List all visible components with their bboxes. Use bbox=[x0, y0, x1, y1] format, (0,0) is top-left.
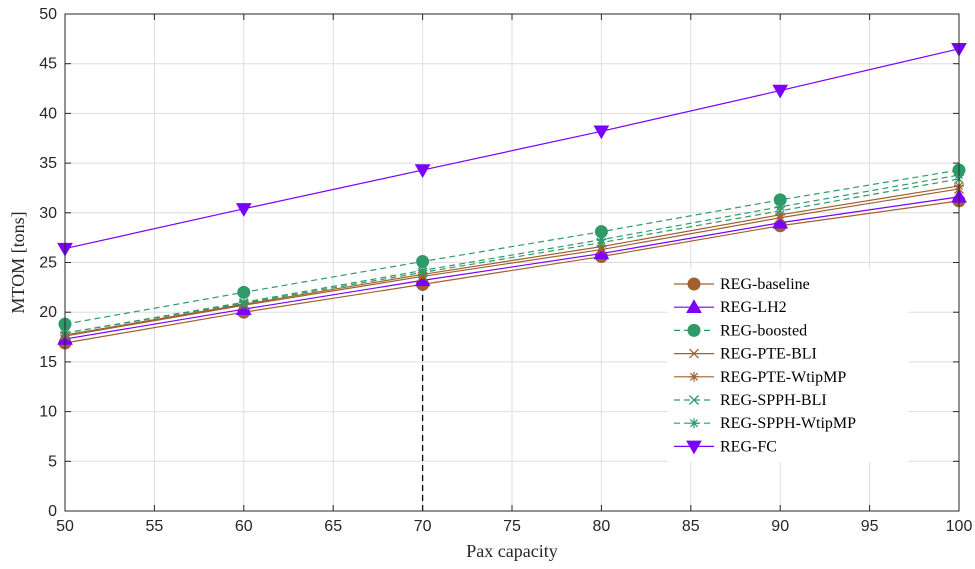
series-line bbox=[64, 48, 960, 250]
y-tick-label: 0 bbox=[48, 503, 57, 520]
y-axis-label: MTOM [tons] bbox=[8, 211, 28, 313]
data-point bbox=[237, 285, 251, 299]
legend-item: REG-baseline bbox=[674, 276, 810, 293]
legend-item: REG-FC bbox=[674, 438, 777, 455]
legend: REG-baseline REG-LH2 REG-boosted REG-PTE-BL… bbox=[667, 269, 909, 463]
legend-marker bbox=[689, 395, 699, 405]
legend-marker bbox=[687, 277, 701, 291]
data-point bbox=[417, 265, 428, 276]
x-tick-label: 50 bbox=[56, 518, 74, 535]
series-line bbox=[64, 178, 960, 334]
legend-marker bbox=[686, 440, 702, 455]
x-tick-label: 95 bbox=[861, 518, 879, 535]
data-point bbox=[775, 209, 786, 220]
x-tick-label: 85 bbox=[682, 518, 700, 535]
tick-labels: 50 55 60 65 70 75 80 85 90 95 100 0 5 10 15 20 25 30 35 40 4… bbox=[39, 6, 972, 535]
legend-marker bbox=[689, 371, 699, 382]
data-point bbox=[772, 84, 789, 99]
legend-label: REG-FC bbox=[720, 438, 777, 455]
data-point bbox=[235, 203, 252, 217]
x-tick-label: 60 bbox=[235, 518, 253, 535]
legend-label: REG-SPPH-BLI bbox=[720, 392, 827, 409]
legend-label: REG-PTE-BLI bbox=[720, 346, 817, 363]
x-tick-label: 65 bbox=[324, 518, 342, 535]
y-tick-label: 10 bbox=[39, 404, 57, 421]
y-tick-label: 15 bbox=[39, 354, 57, 371]
legend-marker bbox=[689, 418, 699, 429]
data-point bbox=[596, 241, 607, 252]
legend-box bbox=[667, 269, 909, 463]
series-line bbox=[64, 200, 960, 344]
y-tick-label: 5 bbox=[48, 453, 57, 470]
legend-item: REG-LH2 bbox=[674, 299, 787, 316]
series-line bbox=[64, 185, 960, 336]
series-line bbox=[64, 169, 960, 325]
x-axis-label: Pax capacity bbox=[466, 541, 557, 561]
legend-item: REG-PTE-BLI bbox=[674, 346, 817, 363]
legend-label: REG-PTE-WtipMP bbox=[720, 369, 846, 386]
axes bbox=[64, 13, 960, 512]
series-REG-FC bbox=[57, 43, 967, 257]
legend-marker bbox=[687, 323, 701, 337]
data-point bbox=[593, 125, 610, 140]
legend-label: REG-boosted bbox=[720, 322, 807, 339]
y-tick-label: 30 bbox=[39, 205, 57, 222]
data-point bbox=[414, 164, 431, 179]
x-tick-label: 70 bbox=[414, 518, 432, 535]
y-tick-label: 45 bbox=[39, 56, 57, 73]
x-tick-label: 55 bbox=[146, 518, 164, 535]
legend-label: REG-SPPH-WtipMP bbox=[720, 415, 856, 432]
y-tick-label: 20 bbox=[39, 304, 57, 321]
series-line bbox=[64, 196, 960, 340]
x-tick-label: 80 bbox=[593, 518, 611, 535]
legend-label: REG-baseline bbox=[720, 276, 810, 293]
legend-item: REG-SPPH-WtipMP bbox=[674, 415, 856, 432]
series-REG-boosted bbox=[58, 163, 966, 331]
x-tick-label: 100 bbox=[946, 518, 973, 535]
y-tick-label: 50 bbox=[39, 6, 57, 23]
data-point bbox=[775, 201, 786, 212]
y-tick-label: 25 bbox=[39, 255, 57, 272]
legend-item: REG-PTE-WtipMP bbox=[674, 369, 846, 386]
legend-marker bbox=[686, 299, 702, 313]
legend-label: REG-LH2 bbox=[720, 299, 787, 316]
legend-item: REG-boosted bbox=[674, 322, 807, 339]
legend-item: REG-SPPH-BLI bbox=[674, 392, 827, 409]
x-tick-label: 90 bbox=[771, 518, 789, 535]
series-line bbox=[64, 174, 960, 334]
x-tick-label: 75 bbox=[503, 518, 521, 535]
series-line bbox=[64, 188, 960, 337]
y-tick-label: 40 bbox=[39, 105, 57, 122]
data-point bbox=[238, 297, 249, 308]
legend-marker bbox=[689, 348, 699, 359]
data-point bbox=[596, 234, 607, 245]
y-tick-label: 35 bbox=[39, 155, 57, 172]
